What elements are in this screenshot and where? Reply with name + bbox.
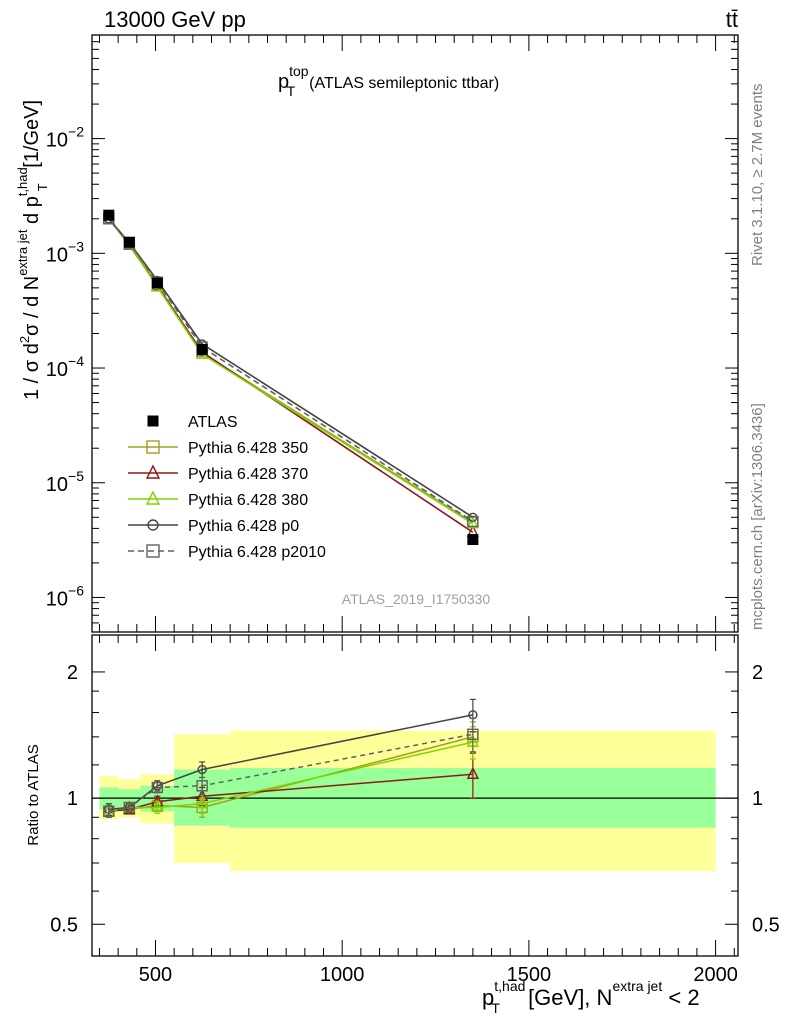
main-ylabel: 1 / σ d2σ / d Nextra jet d pt,had T [1/Ge… [15, 100, 50, 400]
main-title-rest: (ATLAS semileptonic ttbar) [309, 75, 499, 92]
data-point-0 [103, 209, 115, 221]
main-ytick-label-1: 10−5 [46, 468, 84, 496]
xlabel-main: p [482, 985, 494, 1010]
xlabel-mid: [GeV], N [522, 985, 612, 1010]
xlabel-sup2: extra jet [612, 978, 662, 994]
xtick-label-3: 2000 [693, 964, 738, 986]
xtick-label-2: 1500 [507, 964, 552, 986]
ratio-point-p2010-0 [103, 805, 115, 818]
legend-marker-p350 [146, 440, 160, 454]
ylabel-pre: 1 / σ d [21, 343, 43, 400]
xlabel-post: < 2 [662, 985, 699, 1010]
legend-label-p350: Pythia 6.428 350 [188, 440, 308, 457]
data-point-4 [467, 534, 479, 546]
ylabel-post: [1/GeV] [21, 100, 43, 173]
xlabel-sub: T [491, 1000, 500, 1016]
ratio-ytick-label-left-2: 2 [67, 662, 78, 684]
ylabel-sup1: 2 [17, 336, 32, 343]
xlabel-sup: t,had [494, 978, 525, 994]
data-point-3 [196, 344, 208, 356]
main-ytick-label-2: 10−4 [46, 353, 84, 381]
analysis-label: ATLAS_2019_I1750330 [342, 591, 491, 607]
ratio-ylabel: Ratio to ATLAS [25, 744, 42, 845]
ratio-frame [91, 634, 739, 957]
process-label: tt̄ [726, 7, 738, 32]
ratio-point-p0-3 [197, 764, 207, 775]
legend-marker-p2010 [146, 544, 160, 558]
ratio-ytick-label-left-1: 1 [67, 788, 78, 810]
ylabel-sup3: t,had [15, 167, 30, 196]
legend-marker-data [147, 415, 159, 427]
ytick-exp: −2 [68, 124, 84, 140]
xtick-label-1: 1000 [320, 964, 365, 986]
ylabel-sup2: extra jet [15, 229, 30, 276]
legend-marker-p0 [147, 519, 159, 531]
legend-marker-p370 [145, 464, 161, 479]
ratio-point-p2010-3 [196, 780, 208, 792]
main-line-p370 [108, 218, 474, 533]
ylabel-mid2: d p [21, 196, 43, 229]
ratio-point-p2010-1 [123, 801, 136, 814]
ytick-exp: −6 [68, 582, 84, 598]
ratio-point-p370-4 [466, 766, 480, 779]
legend: ATLAS Pythia 6.428 350 Pythia 6.428 370 Pyt… [128, 414, 326, 561]
ytick-exp: −5 [68, 468, 84, 484]
ratio-point-p380-3 [196, 796, 209, 809]
ytick-base: 10 [46, 130, 68, 152]
ytick-base: 10 [46, 588, 68, 610]
main-point-p2010-4 [467, 515, 479, 528]
main-ytick-label-0: 10−6 [46, 582, 84, 610]
main-title-sup: top [289, 63, 309, 79]
ratio-ytick-label-right-2: 2 [752, 662, 763, 684]
xtick-label-0: 500 [139, 964, 172, 986]
ratio-series-group [102, 698, 480, 818]
ytick-exp: −3 [68, 238, 84, 254]
ratio-ytick-label-right-0: 0.5 [752, 914, 780, 936]
ylabel-sub3: T [35, 183, 50, 191]
main-series-group [102, 211, 480, 537]
ytick-exp: −4 [68, 353, 84, 369]
main-point-p380-4 [466, 516, 480, 529]
legend-label-p370: Pythia 6.428 370 [188, 466, 308, 483]
main-title-sub: T [287, 83, 296, 99]
data-point-1 [123, 236, 135, 248]
legend-marker-p380 [145, 490, 161, 505]
energy-label: 13000 GeV pp [104, 7, 246, 32]
mcplots-label: mcplots.cern.ch [arXiv:1306.3436] [749, 403, 766, 630]
x-axis-label: pt,had T [GeV], Nextra jet < 2 [482, 978, 700, 1016]
ytick-base: 10 [46, 474, 68, 496]
ratio-point-p380-2 [151, 799, 164, 813]
data-point-2 [151, 277, 163, 289]
ratio-ytick-label-left-0: 0.5 [50, 914, 78, 936]
legend-label-data: ATLAS [188, 414, 238, 431]
ytick-base: 10 [46, 359, 68, 381]
legend-label-p380: Pythia 6.428 380 [188, 492, 308, 509]
ratio-ytick-label-right-1: 1 [752, 788, 763, 810]
main-title-p: p [278, 71, 289, 93]
main-title: ptop T (ATLAS semileptonic ttbar) [278, 63, 499, 99]
legend-label-p2010: Pythia 6.428 p2010 [188, 544, 326, 561]
ylabel-mid1: σ / d N [21, 276, 43, 336]
main-data-group [103, 209, 479, 546]
axes-group [91, 34, 739, 957]
ytick-base: 10 [46, 244, 68, 266]
main-ytick-label-3: 10−3 [46, 238, 84, 266]
ratio-point-p2010-2 [151, 781, 164, 794]
ratio-point-p2010-4 [467, 728, 479, 740]
main-ytick-label-4: 10−2 [46, 124, 84, 152]
legend-label-p0: Pythia 6.428 p0 [188, 518, 299, 535]
rivet-label: Rivet 3.1.10, ≥ 2.7M events [749, 84, 766, 267]
main-line-p2010 [108, 218, 474, 523]
